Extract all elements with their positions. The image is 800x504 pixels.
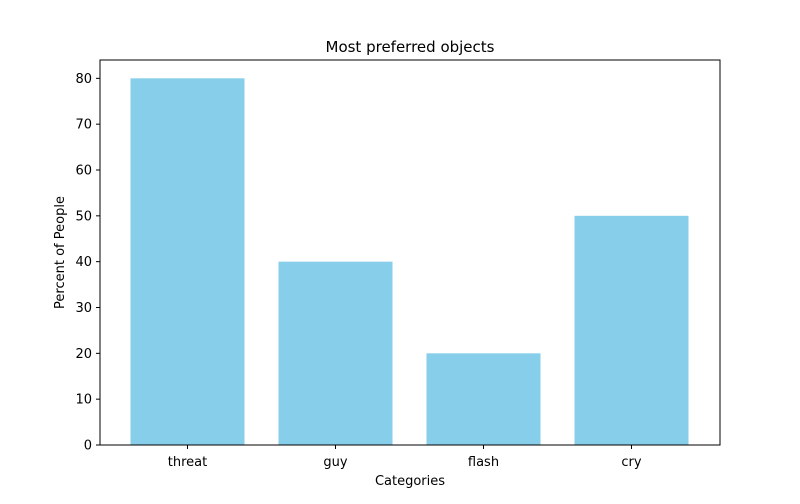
x-tick-label: cry [621, 455, 641, 470]
bar-guy [278, 261, 393, 445]
y-tick-label: 0 [84, 439, 92, 454]
y-tick-label: 30 [75, 301, 92, 316]
x-axis-label: Categories [375, 474, 445, 489]
y-tick-label: 10 [75, 393, 92, 408]
chart-title: Most preferred objects [326, 38, 495, 56]
x-tick-label: flash [468, 455, 499, 470]
y-tick-label: 40 [75, 255, 92, 270]
bar-threat [130, 78, 245, 445]
x-tick-label: guy [323, 455, 347, 470]
bar-flash [426, 353, 541, 445]
bars-layer [130, 78, 689, 445]
x-tick-label: threat [168, 455, 207, 470]
x-axis-ticks: threat guy flash cry [168, 445, 642, 470]
y-tick-label: 20 [75, 347, 92, 362]
y-tick-label: 60 [75, 164, 92, 179]
plot-frame [99, 59, 721, 446]
y-axis-label: Percent of People [53, 196, 68, 309]
bar-cry [574, 215, 689, 445]
y-axis-ticks: 0 10 20 30 40 50 60 70 80 [75, 72, 100, 454]
y-tick-label: 80 [75, 72, 92, 87]
y-tick-label: 70 [75, 118, 92, 133]
y-tick-label: 50 [75, 209, 92, 224]
